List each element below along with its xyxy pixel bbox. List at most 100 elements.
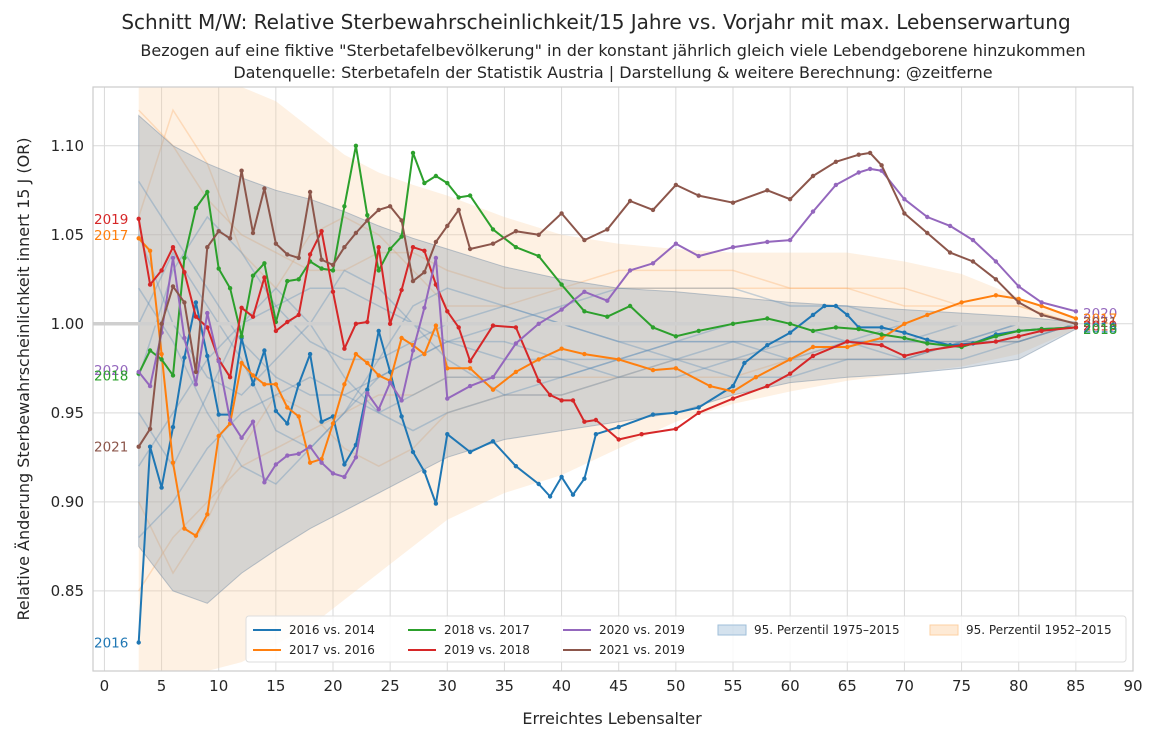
- point-2017: [616, 357, 621, 362]
- point-2020: [342, 474, 347, 480]
- point-2016: [250, 382, 256, 387]
- point-2019: [810, 353, 816, 359]
- point-2017: [490, 387, 496, 392]
- point-2020: [422, 305, 427, 310]
- background-line-1952-2015: [138, 323, 1077, 592]
- point-2017: [753, 375, 759, 380]
- point-2017: [182, 526, 187, 531]
- point-2018: [902, 335, 907, 341]
- right-label-2018: 2018: [1083, 322, 1117, 338]
- point-2017: [1039, 303, 1044, 309]
- plot-content: [93, 87, 1079, 671]
- point-2018: [1016, 328, 1021, 334]
- point-2016: [467, 449, 473, 455]
- point-2019: [925, 348, 930, 353]
- point-2019: [307, 252, 313, 257]
- point-2018: [353, 143, 359, 148]
- point-2019: [136, 216, 141, 221]
- point-2021: [833, 159, 839, 164]
- point-2016: [147, 444, 153, 449]
- point-2020: [193, 382, 199, 387]
- point-2019: [902, 353, 907, 359]
- point-2021: [582, 237, 587, 243]
- point-2021: [696, 193, 701, 198]
- point-2016: [925, 337, 930, 342]
- background-line-1975-2015: [138, 287, 1077, 468]
- point-2020: [696, 253, 701, 259]
- point-2021: [673, 182, 679, 188]
- point-2021: [296, 255, 301, 261]
- point-2020: [1073, 309, 1079, 314]
- point-2018: [627, 303, 633, 309]
- point-2019: [730, 396, 736, 401]
- point-2021: [536, 232, 541, 237]
- y-tick-label: 1.10: [51, 137, 84, 155]
- point-2021: [765, 188, 770, 193]
- point-2017: [925, 312, 930, 318]
- point-2020: [650, 261, 656, 266]
- point-2018: [673, 334, 679, 339]
- right-label-2020: 2020: [1083, 306, 1117, 322]
- point-2019: [410, 245, 416, 250]
- point-2017: [170, 460, 176, 465]
- point-2019: [262, 275, 267, 280]
- point-2018: [925, 341, 930, 346]
- point-2016: [582, 476, 587, 481]
- point-2021: [605, 227, 610, 232]
- point-2017: [159, 351, 164, 357]
- point-2021: [1016, 300, 1021, 305]
- legend-label: 2020 vs. 2019: [599, 623, 685, 637]
- point-2020: [810, 209, 816, 214]
- point-2017: [193, 533, 199, 538]
- point-2020: [205, 310, 210, 316]
- point-2019: [582, 419, 587, 424]
- point-2017: [959, 300, 964, 305]
- point-2016: [296, 382, 301, 387]
- point-2019: [319, 229, 324, 234]
- point-2016: [513, 464, 519, 469]
- x-tick-label: 0: [100, 677, 110, 695]
- point-2018: [147, 348, 153, 353]
- point-2016: [845, 312, 850, 318]
- point-2020: [227, 417, 233, 423]
- point-2021: [353, 230, 359, 236]
- point-2020: [387, 380, 393, 385]
- x-tick-label: 5: [157, 677, 167, 695]
- background-line-1952-2015: [138, 323, 1077, 575]
- point-2017: [147, 248, 153, 253]
- chart-subtitle-2: Datenquelle: Sterbetafeln der Statistik …: [233, 63, 992, 82]
- point-2021: [136, 444, 141, 449]
- point-2021: [513, 229, 519, 234]
- point-2021: [993, 277, 999, 282]
- x-tick-label: 30: [438, 677, 457, 695]
- point-2020: [147, 383, 153, 389]
- x-tick-label: 50: [666, 677, 685, 695]
- point-2021: [205, 245, 210, 250]
- point-2020: [433, 255, 439, 261]
- point-2018: [422, 180, 427, 186]
- point-2016: [193, 300, 199, 305]
- point-2018: [227, 286, 233, 291]
- point-2017: [250, 373, 256, 378]
- point-2020: [867, 166, 873, 172]
- point-2020: [467, 383, 473, 389]
- background-line-1975-2015: [138, 323, 1077, 539]
- point-2020: [925, 214, 930, 220]
- point-2020: [216, 359, 221, 364]
- point-2017: [399, 335, 404, 341]
- point-2020: [765, 239, 770, 245]
- point-2020: [410, 348, 416, 353]
- point-2019: [547, 392, 553, 398]
- point-2016: [536, 481, 541, 487]
- point-2020: [902, 197, 907, 202]
- y-tick-label: 1.05: [51, 226, 84, 244]
- point-2017: [136, 236, 141, 241]
- point-2021: [456, 207, 461, 213]
- legend: 2016 vs. 2014 2017 vs. 2016 2018 vs. 2017 2…: [245, 615, 1127, 663]
- point-2018: [319, 266, 324, 271]
- point-2021: [182, 300, 187, 305]
- point-2016: [547, 494, 553, 499]
- point-2017: [365, 360, 370, 366]
- point-2016: [673, 410, 679, 415]
